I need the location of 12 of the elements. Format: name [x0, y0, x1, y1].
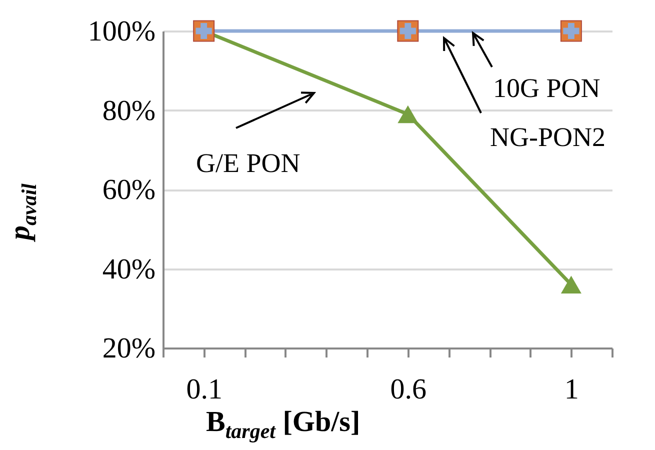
y-tick-label: 20% [102, 332, 156, 364]
x-axis-title: B$_{target}$ [Gb/s] [206, 406, 360, 443]
text: NG-PON2 [490, 122, 606, 152]
x-tick-label: 1 [564, 374, 579, 406]
text: G/E PON [196, 148, 300, 178]
x-tick-label: 0.1 [186, 374, 222, 406]
y-tick-label: 100% [88, 16, 156, 48]
x-tick-label: 0.6 [390, 374, 427, 406]
y-tick-label: 80% [102, 94, 156, 127]
y-tick-label: 40% [102, 253, 156, 286]
y-tick-label: 60% [102, 174, 156, 206]
series-label: 10G PON [493, 73, 600, 103]
